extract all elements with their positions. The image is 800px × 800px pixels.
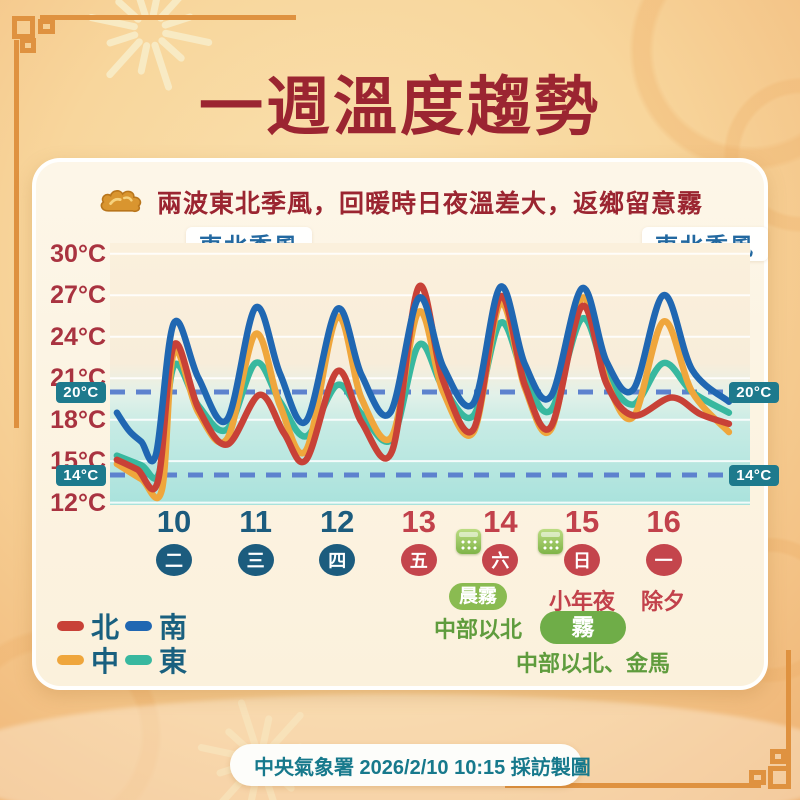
weekday-badge: 日 <box>564 544 600 576</box>
morning-fog-area-note: 中部以北 <box>433 617 522 642</box>
date-label: 15 <box>564 504 600 539</box>
corner-border-decoration <box>768 766 791 789</box>
date-label: 13 <box>401 504 437 539</box>
corner-border-decoration <box>38 19 55 34</box>
page-title: 一週溫度趨勢 <box>199 71 601 143</box>
footer-text: 中央氣象署 2026/2/10 10:15 採訪製圖 <box>254 756 591 779</box>
corner-border-decoration <box>12 16 35 39</box>
lunar-new-year-eve-eve-label: 小年夜 <box>548 589 615 614</box>
corner-border-decoration <box>770 749 786 764</box>
corner-border-decoration <box>786 650 791 788</box>
fog-badge: 霧 <box>540 611 626 644</box>
date-label: 12 <box>319 504 355 539</box>
y-axis-label: 30°C <box>50 239 106 268</box>
ref-badge-left: 14°C <box>56 464 106 486</box>
legend-label: 北 <box>91 612 120 643</box>
firework-ray <box>136 0 149 19</box>
legend-item: 中 <box>57 643 119 677</box>
ref-badge-right: 20°C <box>729 382 779 403</box>
legend-color-dash <box>57 655 84 665</box>
corner-border-decoration <box>20 38 36 53</box>
firework-ray <box>162 29 213 46</box>
y-axis-label: 27°C <box>50 281 106 310</box>
corner-border-decoration <box>40 15 296 20</box>
ref-badge-left: 20°C <box>56 382 106 403</box>
date-label: 10 <box>156 504 192 539</box>
legend-label: 東 <box>159 646 188 677</box>
legend-color-dash <box>125 621 152 631</box>
weekday-badge: 六 <box>482 544 519 576</box>
corner-border-decoration <box>749 770 766 785</box>
holiday-calendar-icon <box>456 529 482 554</box>
holiday-calendar-icon <box>538 529 563 554</box>
weekday-badge: 二 <box>156 544 192 576</box>
firework-ray <box>149 0 160 18</box>
legend-item: 東 <box>125 643 187 677</box>
firework-ray <box>106 31 139 47</box>
lunar-new-year-eve-label: 除夕 <box>640 589 685 614</box>
weekday-badge: 五 <box>400 544 437 576</box>
subtitle-row: 兩波東北季風，回暖時日夜溫差大，返鄉留意霧 <box>60 184 740 220</box>
ref-badge-right: 14°C <box>729 464 779 486</box>
y-axis-label: 24°C <box>50 322 106 351</box>
y-axis-label: 18°C <box>50 405 106 434</box>
legend-item: 北 <box>57 609 119 643</box>
weekday-badge: 四 <box>319 544 356 576</box>
footer-credit: 中央氣象署 2026/2/10 10:15 採訪製圖 <box>230 744 591 786</box>
date-label: 14 <box>483 504 518 539</box>
legend-label: 中 <box>91 646 120 677</box>
legend-color-dash <box>125 655 152 665</box>
y-axis-label: 12°C <box>50 488 106 517</box>
legend-label: 南 <box>159 612 188 643</box>
date-label: 16 <box>646 504 681 539</box>
weekday-badge: 三 <box>237 544 274 576</box>
temp-series-south <box>113 283 733 465</box>
date-label: 11 <box>239 504 272 539</box>
corner-border-decoration <box>505 783 761 788</box>
legend-item: 南 <box>125 609 187 643</box>
fog-area-note: 中部以北、金馬 <box>515 651 670 676</box>
chart-subtitle: 兩波東北季風，回暖時日夜溫差大，返鄉留意霧 <box>156 190 703 218</box>
legend-color-dash <box>57 621 84 631</box>
morning-fog-badge: 晨霧 <box>449 583 507 610</box>
auspicious-cloud-icon <box>100 190 142 212</box>
temperature-line-chart <box>110 252 750 504</box>
weekday-badge: 一 <box>645 544 682 576</box>
corner-border-decoration <box>14 40 19 428</box>
